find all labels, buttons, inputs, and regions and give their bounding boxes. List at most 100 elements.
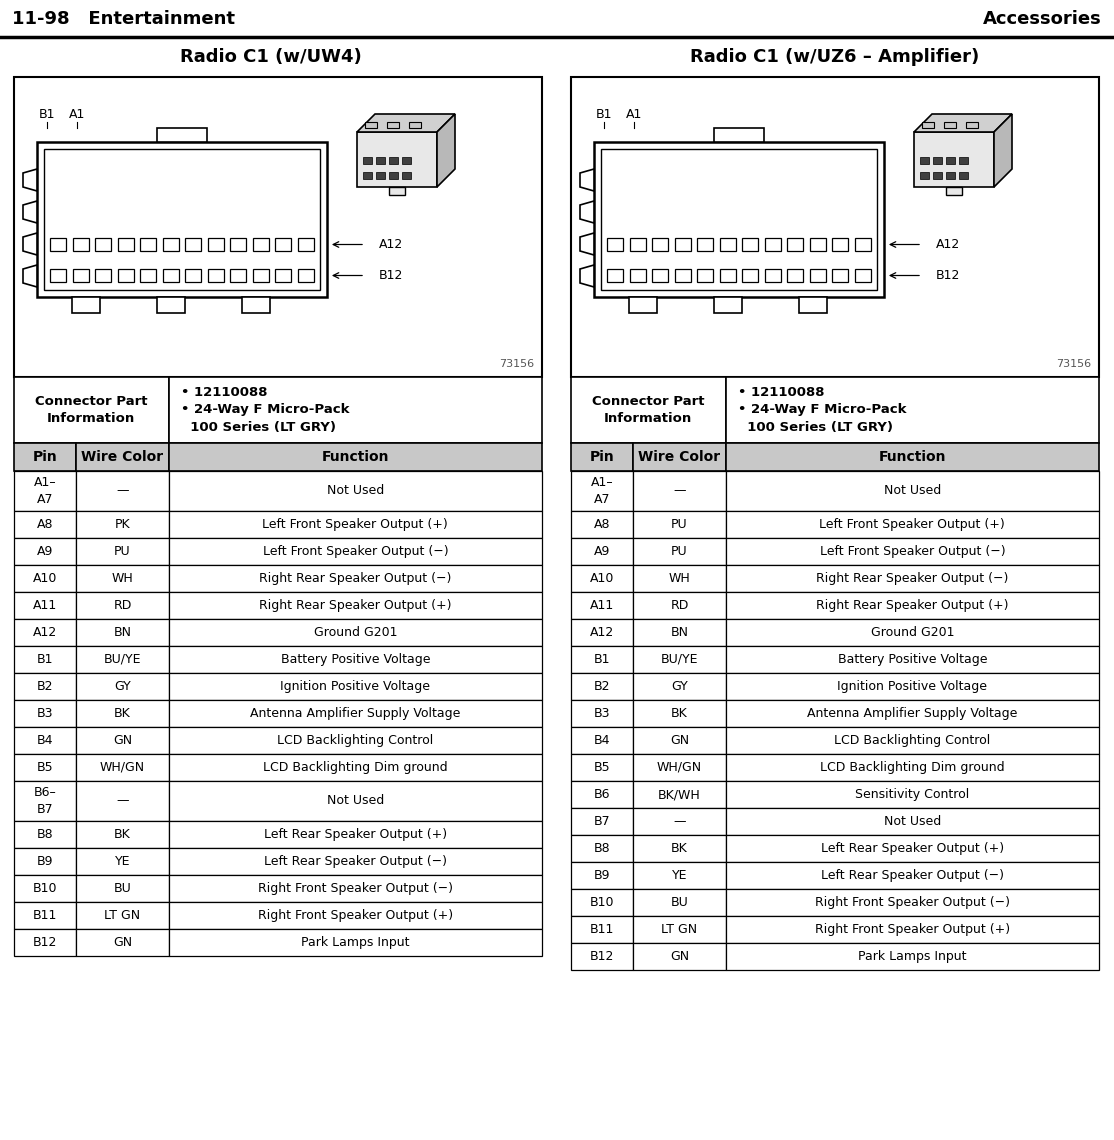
Bar (832, 269, 849, 282)
Bar (697, 238, 713, 251)
Text: Battery Positive Voltage: Battery Positive Voltage (838, 653, 987, 666)
Text: B2: B2 (37, 679, 53, 693)
Polygon shape (356, 114, 455, 132)
Bar (675, 238, 691, 251)
Text: A1–
A7: A1– A7 (33, 477, 57, 506)
Text: Right Rear Speaker Output (−): Right Rear Speaker Output (−) (817, 572, 1008, 585)
Text: Ground G201: Ground G201 (314, 626, 397, 640)
Text: B10: B10 (590, 896, 615, 909)
Text: LT GN: LT GN (662, 923, 697, 936)
Text: Pin: Pin (589, 450, 615, 464)
Bar (946, 187, 962, 195)
Bar (76, 511, 168, 538)
Bar (571, 511, 633, 538)
Bar (765, 269, 781, 282)
Bar (571, 673, 633, 700)
Bar (389, 157, 398, 164)
Bar (168, 673, 543, 700)
Text: B1: B1 (594, 653, 610, 666)
Bar (14, 876, 76, 902)
Text: • 12110088
• 24-Way F Micro-Pack
  100 Series (LT GRY): • 12110088 • 24-Way F Micro-Pack 100 Ser… (180, 386, 349, 433)
Bar (633, 917, 725, 943)
Bar (571, 565, 633, 592)
Text: 11-98   Entertainment: 11-98 Entertainment (12, 10, 235, 28)
Bar (571, 943, 633, 970)
Text: WH/GN: WH/GN (100, 762, 145, 774)
Bar (43, 149, 320, 290)
Text: RD: RD (114, 598, 131, 612)
Text: Right Rear Speaker Output (−): Right Rear Speaker Output (−) (260, 572, 451, 585)
Bar (856, 238, 871, 251)
Text: Connector Part
Information: Connector Part Information (593, 394, 704, 425)
Bar (95, 238, 111, 251)
Bar (571, 889, 633, 917)
Bar (675, 269, 691, 282)
Bar (607, 238, 623, 251)
Bar (168, 619, 543, 646)
Bar (920, 157, 929, 164)
Text: Radio C1 (w/UZ6 – Amplifier): Radio C1 (w/UZ6 – Amplifier) (691, 48, 979, 66)
Bar (920, 172, 929, 179)
Bar (14, 781, 76, 821)
Bar (168, 471, 543, 511)
Bar (14, 377, 168, 443)
Bar (571, 917, 633, 943)
Text: B12: B12 (379, 269, 403, 282)
Text: —: — (116, 484, 129, 497)
Polygon shape (23, 201, 37, 223)
Bar (76, 646, 168, 673)
Bar (72, 298, 100, 314)
Bar (76, 754, 168, 781)
Bar (14, 619, 76, 646)
Bar (14, 592, 76, 619)
Bar (725, 943, 1100, 970)
Bar (168, 754, 543, 781)
Bar (242, 298, 270, 314)
Bar (571, 834, 633, 862)
Bar (208, 238, 224, 251)
Bar (377, 157, 385, 164)
Bar (363, 172, 372, 179)
Bar (95, 269, 111, 282)
Text: Radio C1 (w/UW4): Radio C1 (w/UW4) (180, 48, 362, 66)
Bar (571, 754, 633, 781)
Bar (725, 834, 1100, 862)
Bar (163, 269, 178, 282)
Text: Left Rear Speaker Output (+): Left Rear Speaker Output (+) (264, 828, 447, 841)
Bar (157, 128, 207, 142)
Bar (168, 821, 543, 848)
Text: 73156: 73156 (499, 359, 534, 369)
Text: B1: B1 (596, 107, 613, 121)
Bar (377, 172, 385, 179)
Bar (725, 754, 1100, 781)
Bar (168, 929, 543, 956)
Text: Right Rear Speaker Output (+): Right Rear Speaker Output (+) (817, 598, 1008, 612)
Text: GN: GN (670, 734, 690, 747)
Bar (959, 157, 968, 164)
Bar (571, 862, 633, 889)
Bar (633, 727, 725, 754)
Bar (76, 821, 168, 848)
Bar (185, 238, 202, 251)
Bar (697, 269, 713, 282)
Bar (208, 269, 224, 282)
Text: Wire Color: Wire Color (638, 450, 721, 464)
Text: Right Rear Speaker Output (+): Right Rear Speaker Output (+) (260, 598, 451, 612)
Bar (50, 269, 66, 282)
Text: Left Rear Speaker Output (+): Left Rear Speaker Output (+) (821, 842, 1004, 855)
Bar (14, 700, 76, 727)
Bar (571, 377, 725, 443)
Text: B4: B4 (37, 734, 53, 747)
Text: B2: B2 (594, 679, 610, 693)
Text: A12: A12 (379, 238, 403, 251)
Bar (913, 132, 994, 187)
Text: Pin: Pin (32, 450, 58, 464)
Text: Left Front Speaker Output (+): Left Front Speaker Output (+) (263, 518, 448, 531)
Text: Ground G201: Ground G201 (871, 626, 954, 640)
Bar (725, 700, 1100, 727)
Bar (118, 238, 134, 251)
Bar (571, 443, 633, 471)
Bar (633, 619, 725, 646)
Text: B7: B7 (594, 815, 610, 828)
Bar (185, 269, 202, 282)
